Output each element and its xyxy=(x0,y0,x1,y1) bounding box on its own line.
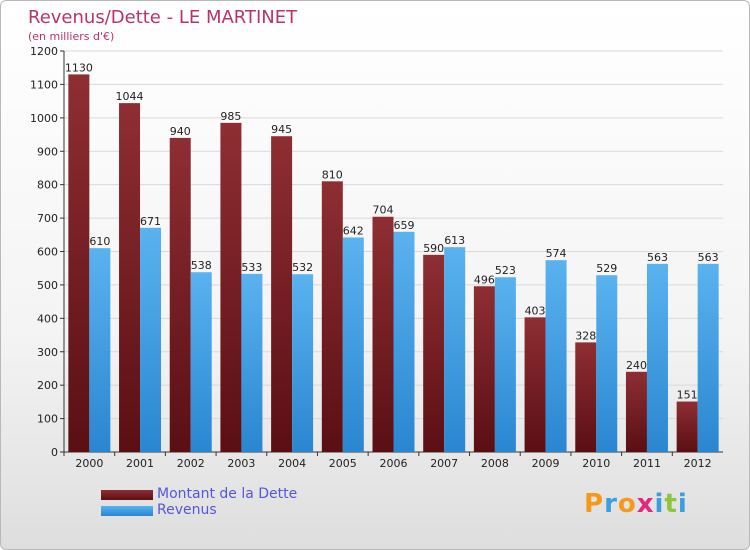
data-label-revenus: 563 xyxy=(647,251,668,264)
y-tick-label: 900 xyxy=(37,145,58,158)
data-label-revenus: 642 xyxy=(343,224,364,237)
bar-dette xyxy=(271,136,293,452)
bar-revenus xyxy=(697,263,719,452)
x-tick-label: 2012 xyxy=(684,457,712,470)
y-tick-label: 800 xyxy=(37,179,58,192)
y-tick-label: 0 xyxy=(51,446,58,459)
bar-dette xyxy=(169,137,191,452)
bar-revenus xyxy=(596,275,618,452)
data-label-revenus: 523 xyxy=(495,264,516,277)
data-label-dette: 704 xyxy=(373,204,394,217)
bar-dette xyxy=(473,286,495,452)
bar-revenus xyxy=(393,231,415,452)
data-label-revenus: 563 xyxy=(698,251,719,264)
bar-dette xyxy=(423,254,445,452)
legend-label-dette: Montant de la Dette xyxy=(157,486,298,502)
x-tick-label: 2001 xyxy=(126,457,154,470)
y-tick-label: 300 xyxy=(37,346,58,359)
data-label-revenus: 529 xyxy=(596,262,617,275)
x-tick-label: 2003 xyxy=(227,457,255,470)
data-label-dette: 328 xyxy=(575,329,596,342)
legend-label-revenus: Revenus xyxy=(157,502,217,518)
data-label-dette: 945 xyxy=(271,123,292,136)
x-tick-label: 2000 xyxy=(75,457,103,470)
data-label-dette: 1130 xyxy=(65,61,93,74)
bars xyxy=(68,74,719,453)
data-label-revenus: 659 xyxy=(394,219,415,232)
bar-dette xyxy=(68,74,90,453)
chart-subtitle: (en milliers d'€) xyxy=(28,30,115,43)
x-tick-label: 2006 xyxy=(380,457,408,470)
data-label-revenus: 532 xyxy=(292,261,313,274)
data-label-revenus: 671 xyxy=(140,215,161,228)
y-tick-label: 400 xyxy=(37,312,58,325)
data-label-dette: 403 xyxy=(525,304,546,317)
bar-revenus xyxy=(190,272,212,452)
data-label-dette: 985 xyxy=(220,110,241,123)
x-tick-label: 2009 xyxy=(532,457,560,470)
x-tick-label: 2004 xyxy=(278,457,306,470)
bar-dette xyxy=(119,103,141,452)
data-label-revenus: 533 xyxy=(241,261,262,274)
bar-dette xyxy=(575,342,597,452)
y-tick-label: 100 xyxy=(37,413,58,426)
bar-revenus xyxy=(89,248,111,452)
data-label-dette: 151 xyxy=(677,389,698,402)
y-tick-label: 1000 xyxy=(30,112,58,125)
bar-dette xyxy=(372,216,394,452)
legend-swatch-dette xyxy=(101,490,153,500)
data-label-dette: 940 xyxy=(170,125,191,138)
x-tick-label: 2011 xyxy=(633,457,661,470)
bar-dette xyxy=(220,122,242,453)
bar-dette xyxy=(524,317,546,452)
axes: 0 100 200 300 400 500 600 700 800 900 1000 1100 1200… xyxy=(30,45,723,470)
data-label-revenus: 574 xyxy=(546,247,567,260)
bar-revenus xyxy=(646,263,668,452)
x-tick-label: 2005 xyxy=(329,457,357,470)
bar-revenus xyxy=(444,247,466,452)
data-label-dette: 496 xyxy=(474,273,495,286)
data-label-dette: 810 xyxy=(322,168,343,181)
bar-revenus xyxy=(494,277,516,452)
bar-dette xyxy=(676,401,698,452)
chart-title: Revenus/Dette - LE MARTINET xyxy=(28,7,298,28)
x-tick-label: 2010 xyxy=(582,457,610,470)
x-tick-label: 2007 xyxy=(430,457,458,470)
y-tick-label: 700 xyxy=(37,212,58,225)
x-tick-label: 2002 xyxy=(177,457,205,470)
y-tick-label: 500 xyxy=(37,279,58,292)
bar-dette xyxy=(625,371,647,452)
data-label-revenus: 538 xyxy=(191,259,212,272)
data-label-dette: 240 xyxy=(626,359,647,372)
y-tick-label: 600 xyxy=(37,246,58,259)
bar-revenus xyxy=(545,260,567,452)
bar-revenus xyxy=(241,273,263,452)
y-tick-label: 1100 xyxy=(30,78,58,91)
bar-revenus xyxy=(292,274,314,452)
bar-dette xyxy=(321,181,343,452)
data-labels: 1130 610 1044 671 940 538 985 533 945 532 810 642 70… xyxy=(65,61,719,401)
y-tick-label: 200 xyxy=(37,379,58,392)
proxiti-logo: Proxiti xyxy=(584,489,688,519)
data-label-dette: 590 xyxy=(423,242,444,255)
data-label-revenus: 610 xyxy=(89,235,110,248)
data-label-dette: 1044 xyxy=(116,90,144,103)
bar-revenus xyxy=(140,227,162,452)
x-tick-label: 2008 xyxy=(481,457,509,470)
bar-revenus xyxy=(342,237,364,452)
y-tick-label: 1200 xyxy=(30,45,58,58)
data-label-revenus: 613 xyxy=(444,234,465,247)
legend-swatch-revenus xyxy=(101,506,153,516)
